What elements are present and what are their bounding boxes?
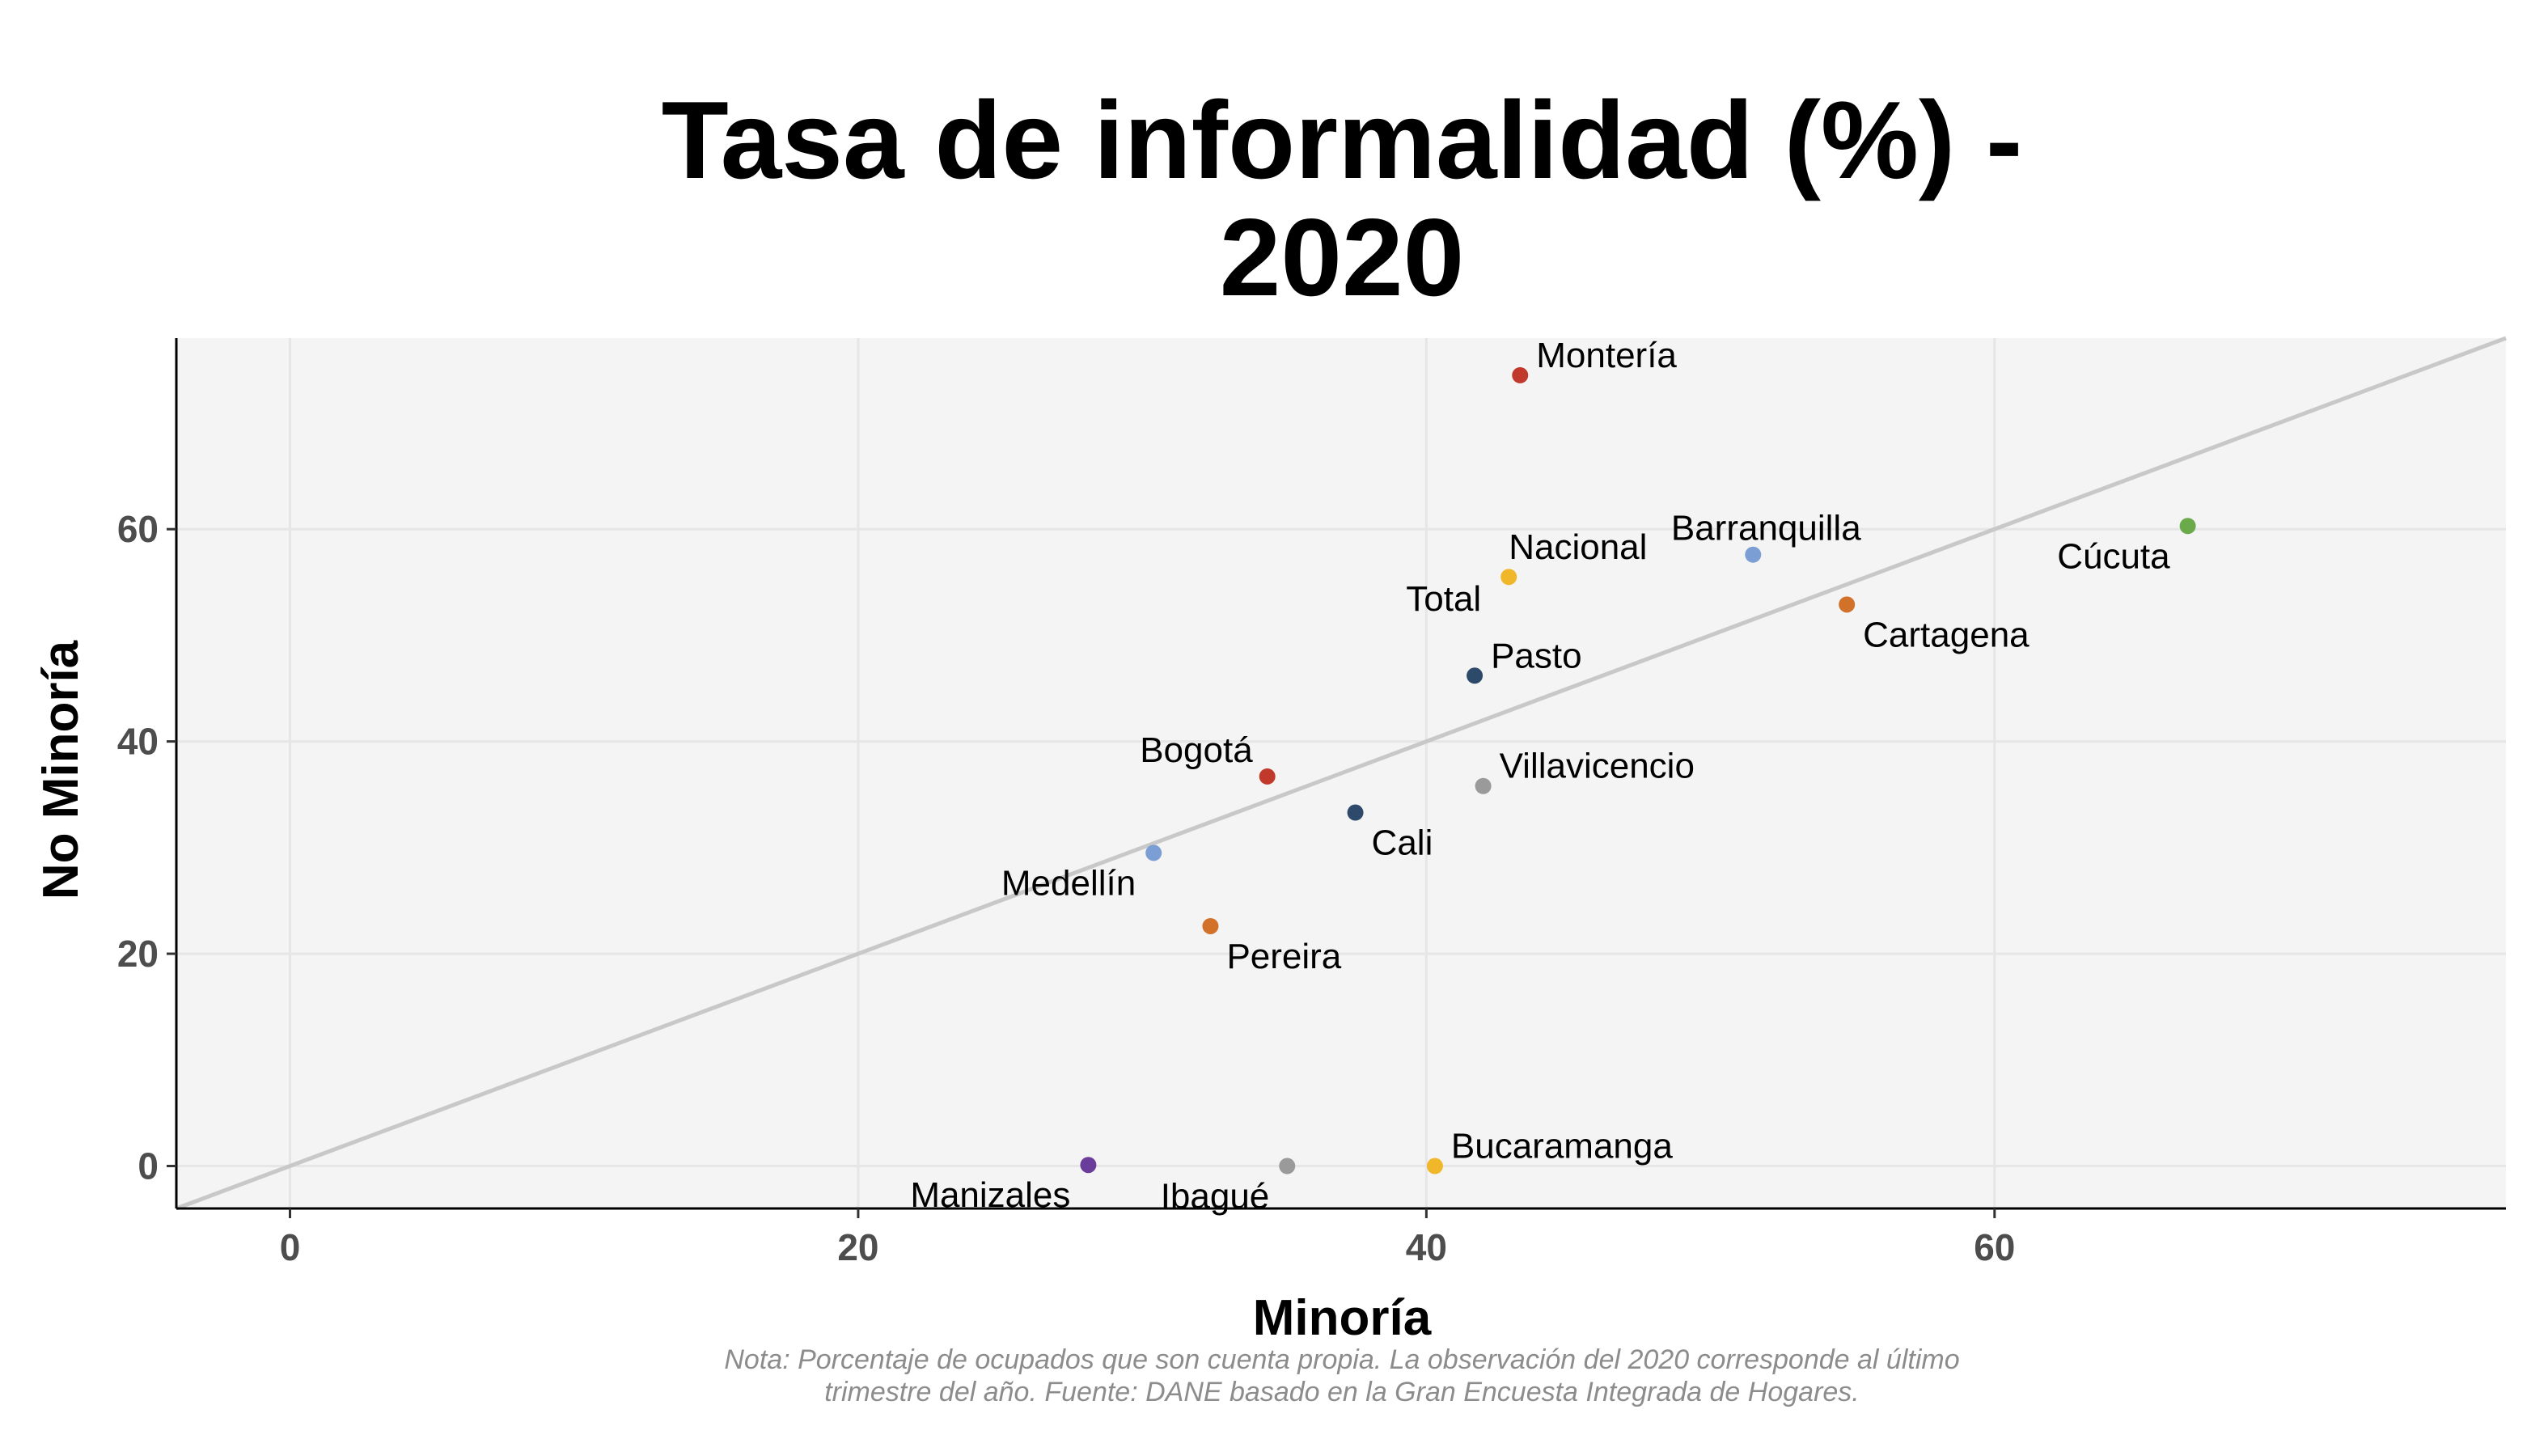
label-nacional-total-line-2: Total [1406,579,1481,619]
label-ibague: Ibagué [1161,1177,1270,1217]
point-barranquilla [1745,546,1762,563]
y-axis-title: No Minoría [33,640,89,899]
point-manizales [1080,1157,1097,1174]
y-tick-label-0: 0 [138,1145,159,1187]
y-tick-label-60: 60 [117,508,159,550]
label-cucuta: Cúcuta [2057,536,2170,576]
data-point-labels: Montería Barranquilla Cúcuta Nacional Total C… [910,336,2170,1217]
label-medellin: Medellín [1001,863,1136,903]
point-monteria [1512,366,1529,383]
point-ibague [1279,1158,1296,1175]
point-pereira [1202,917,1219,934]
reference-line-y-equals-x [176,336,2507,1211]
point-cartagena [1839,596,1856,613]
chart-title-line-2: 2020 [1220,196,1465,319]
chart-note-line-2: trimestre del año. Fuente: DANE basado e… [824,1377,1860,1407]
y-tick-label-20: 20 [117,933,159,975]
grid-lines [176,338,2506,1208]
x-tick-label-60: 60 [1974,1226,2015,1268]
point-bucaramanga [1426,1158,1443,1175]
plot-panel: Montería Barranquilla Cúcuta Nacional Total C… [175,336,2507,1217]
x-tick-label-0: 0 [280,1226,301,1268]
label-cartagena: Cartagena [1863,615,2030,654]
x-tick-label-20: 20 [837,1226,878,1268]
label-bucaramanga: Bucaramanga [1451,1127,1673,1166]
label-barranquilla: Barranquilla [1671,509,1861,548]
label-monteria: Montería [1536,336,1677,375]
label-cali: Cali [1372,823,1433,863]
point-bogota [1259,768,1276,785]
data-points [1080,366,2196,1175]
x-axis-ticks: 0 20 40 60 [280,1208,2015,1268]
x-axis-title: Minoría [1253,1290,1432,1346]
y-tick-label-40: 40 [117,721,159,763]
label-villavicencio: Villavicencio [1500,747,1695,786]
point-cali [1347,804,1364,821]
label-pasto: Pasto [1491,636,1582,675]
point-nacional-total [1500,569,1517,586]
chart-title-line-1: Tasa de informalidad (%) - [662,78,2023,201]
point-villavicencio [1475,777,1492,794]
label-nacional-total-line-1: Nacional [1509,527,1647,567]
label-pereira: Pereira [1226,937,1341,976]
chart-note-line-1: Nota: Porcentaje de ocupados que son cue… [724,1344,1959,1375]
x-tick-label-40: 40 [1406,1226,1447,1268]
point-cucuta [2179,518,2196,535]
y-axis-ticks: 0 20 40 60 [117,508,176,1187]
label-bogota: Bogotá [1140,730,1253,770]
point-medellin [1145,844,1162,861]
point-pasto [1467,667,1484,684]
